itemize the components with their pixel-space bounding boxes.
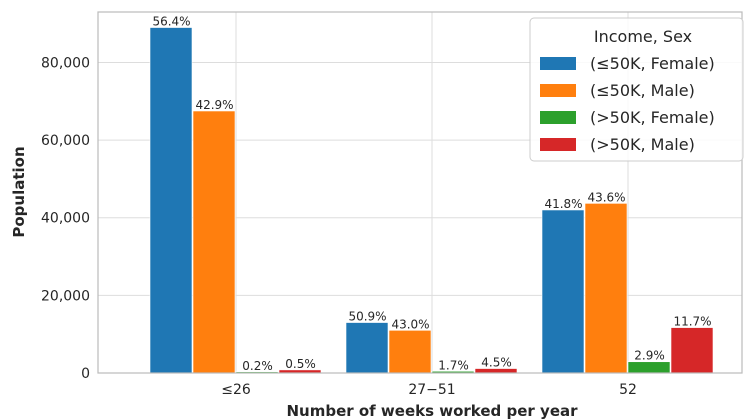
x-axis-ticks: ≤26 27−51 52 bbox=[221, 382, 637, 398]
legend-swatch bbox=[540, 57, 576, 70]
data-label: 2.9% bbox=[634, 349, 665, 363]
legend-swatch bbox=[540, 111, 576, 124]
legend-title: Income, Sex bbox=[594, 27, 692, 46]
y-tick-label: 60,000 bbox=[41, 133, 90, 149]
bar bbox=[670, 327, 714, 374]
legend-box bbox=[529, 17, 744, 162]
legend-label: (>50K, Female) bbox=[590, 108, 715, 127]
bar bbox=[345, 322, 389, 374]
y-tick-label: 80,000 bbox=[41, 55, 90, 71]
y-tick-label: 0 bbox=[81, 366, 90, 382]
legend-swatch bbox=[540, 138, 576, 151]
y-tick-label: 40,000 bbox=[41, 211, 90, 227]
data-label: 50.9% bbox=[348, 310, 386, 324]
legend: Income, Sex (≤50K, Female) (≤50K, Male) (>… bbox=[529, 17, 744, 162]
bar bbox=[192, 110, 236, 374]
data-label: 1.7% bbox=[438, 358, 469, 372]
data-label: 43.0% bbox=[391, 317, 429, 331]
plot-border bbox=[97, 11, 743, 374]
legend-label: (≤50K, Female) bbox=[590, 54, 715, 73]
data-label: 0.2% bbox=[242, 359, 273, 373]
data-label: 42.9% bbox=[195, 98, 233, 112]
data-label: 43.6% bbox=[587, 190, 625, 204]
x-axis-title: Number of weeks worked per year bbox=[286, 402, 578, 420]
bar bbox=[584, 203, 628, 374]
y-tick-label: 20,000 bbox=[41, 288, 90, 304]
legend-items: (≤50K, Female) (≤50K, Male) (>50K, Female)… bbox=[540, 54, 715, 154]
legend-label: (≤50K, Male) bbox=[590, 81, 695, 100]
data-label: 4.5% bbox=[481, 356, 512, 370]
plot-frame bbox=[97, 11, 743, 374]
data-label: 11.7% bbox=[673, 315, 711, 329]
legend-label: (>50K, Male) bbox=[590, 135, 695, 154]
y-axis-title: Population bbox=[10, 146, 28, 237]
legend-swatch bbox=[540, 84, 576, 97]
data-label: 41.8% bbox=[544, 197, 582, 211]
bar bbox=[627, 361, 671, 374]
data-label: 56.4% bbox=[152, 15, 190, 29]
y-axis-ticks: 0 20,000 40,000 60,000 80,000 bbox=[41, 55, 90, 382]
x-tick-label: 52 bbox=[619, 382, 637, 398]
bar bbox=[388, 330, 432, 374]
x-tick-label: ≤26 bbox=[221, 382, 251, 398]
bar bbox=[149, 27, 193, 374]
data-label: 0.5% bbox=[285, 357, 316, 371]
data-labels: 56.4% 50.9% 41.8% 42.9% 43.0% 43.6% 0.2% 1.7% 2.… bbox=[152, 15, 711, 373]
bars bbox=[149, 27, 714, 374]
bar bbox=[541, 209, 585, 374]
x-tick-label: 27−51 bbox=[408, 382, 455, 398]
